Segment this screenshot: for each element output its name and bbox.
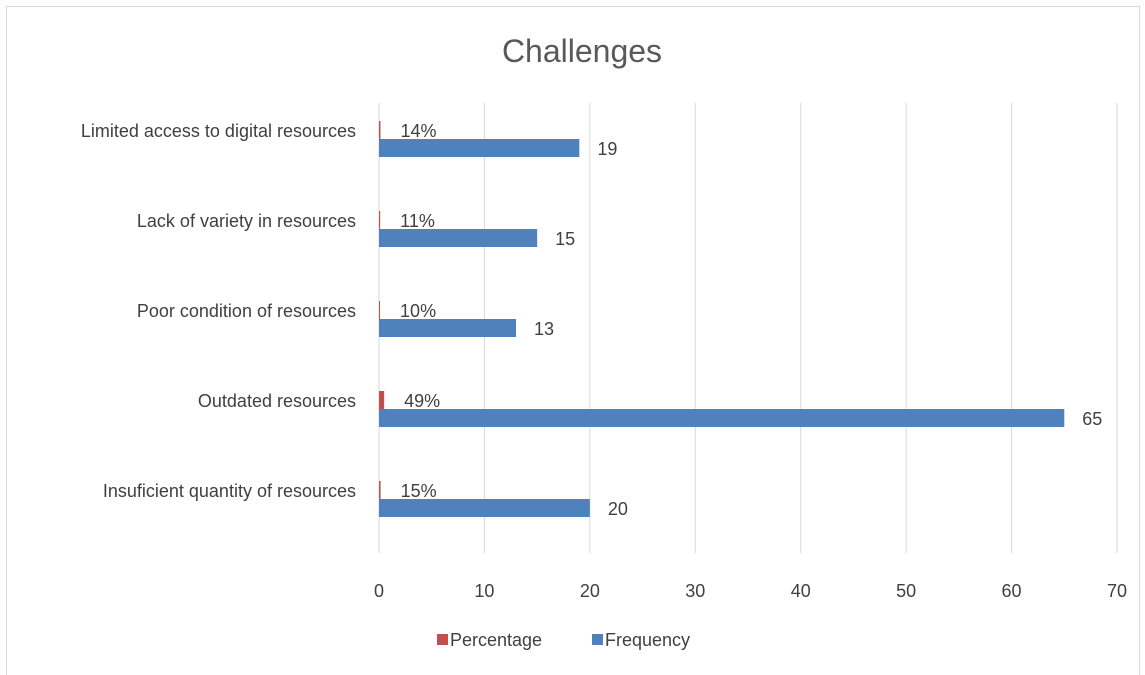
data-label-frequency: 15	[555, 229, 575, 249]
x-tick-label: 10	[474, 581, 494, 601]
bars	[379, 121, 1065, 517]
x-tick-label: 30	[685, 581, 705, 601]
bar-frequency	[379, 229, 538, 247]
data-label-frequency: 13	[534, 319, 554, 339]
bar-frequency	[379, 319, 517, 337]
data-labels: 15% 20 49% 65 10% 13 11% 15 14% 19	[400, 121, 1102, 519]
data-label-percentage: 14%	[400, 121, 436, 141]
chart-title: Challenges	[502, 33, 662, 69]
category-labels: Insuficient quantity of resources Outdate…	[81, 121, 356, 501]
bar-frequency	[379, 499, 590, 517]
x-tick-label: 0	[374, 581, 384, 601]
legend: Percentage Frequency	[437, 630, 690, 650]
x-tick-label: 40	[791, 581, 811, 601]
x-tick-label: 20	[580, 581, 600, 601]
data-label-percentage: 10%	[400, 301, 436, 321]
category-label: Lack of variety in resources	[137, 211, 356, 231]
chart-area	[6, 6, 1140, 675]
legend-swatch	[437, 634, 448, 645]
category-label: Limited access to digital resources	[81, 121, 356, 141]
x-tick-label: 70	[1107, 581, 1127, 601]
data-label-frequency: 20	[608, 499, 628, 519]
legend-label: Percentage	[450, 630, 542, 650]
bar-frequency	[379, 139, 580, 157]
bar-percentage	[379, 301, 381, 319]
legend-item-frequency: Frequency	[592, 630, 690, 650]
category-label: Poor condition of resources	[137, 301, 356, 321]
data-label-frequency: 65	[1082, 409, 1102, 429]
x-tick-label: 50	[896, 581, 916, 601]
data-label-percentage: 49%	[404, 391, 440, 411]
legend-swatch	[592, 634, 603, 645]
legend-item-percentage: Percentage	[437, 630, 542, 650]
x-axis-ticks: 0 10 20 30 40 50 60 70	[374, 581, 1127, 601]
category-label: Outdated resources	[198, 391, 356, 411]
bar-percentage	[379, 121, 381, 139]
bar-frequency	[379, 409, 1065, 427]
data-label-percentage: 15%	[401, 481, 437, 501]
data-label-percentage: 11%	[400, 211, 435, 231]
legend-label: Frequency	[605, 630, 690, 650]
bar-percentage	[379, 391, 385, 409]
category-label: Insuficient quantity of resources	[103, 481, 356, 501]
bar-percentage	[379, 211, 381, 229]
x-tick-label: 60	[1002, 581, 1022, 601]
bar-percentage	[379, 481, 381, 499]
data-label-frequency: 19	[597, 139, 617, 159]
